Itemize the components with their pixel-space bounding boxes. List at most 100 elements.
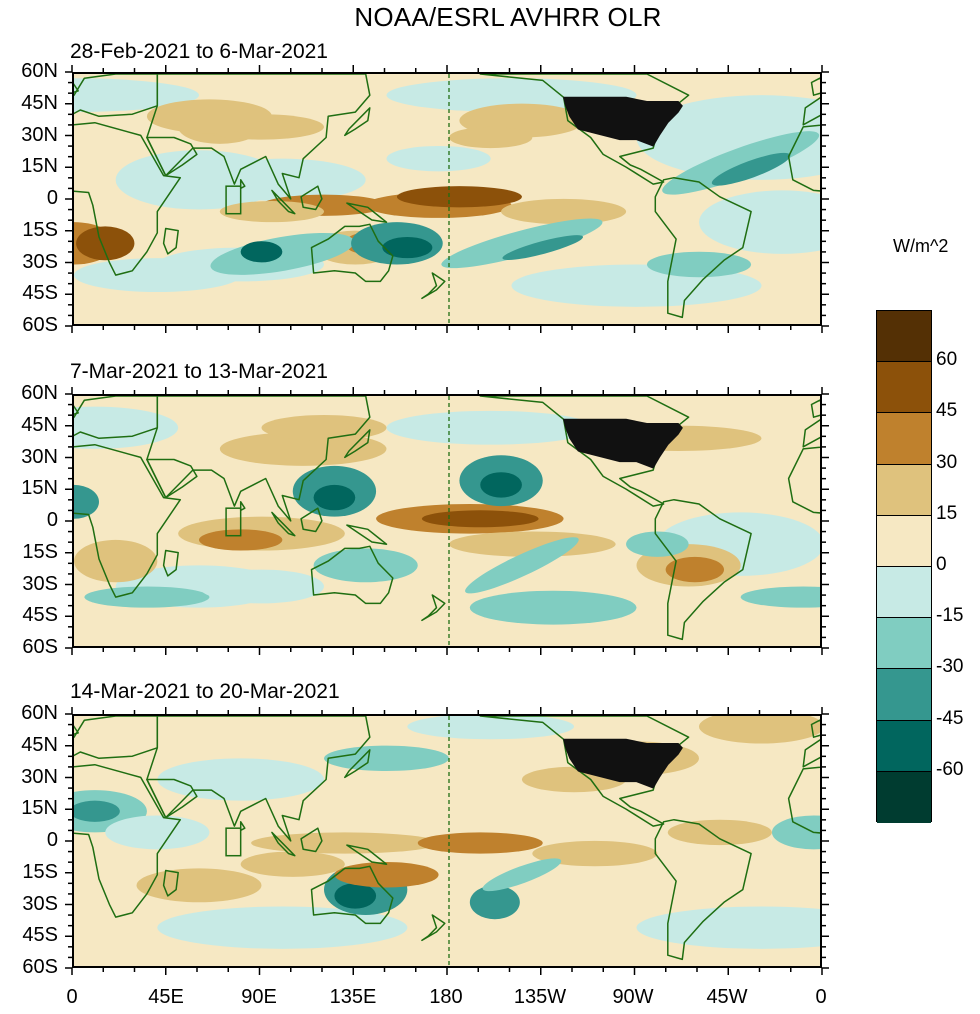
lat-label: 45S xyxy=(22,604,58,627)
coastline-newzealand xyxy=(421,594,446,622)
coastline-newguinea xyxy=(346,202,388,223)
lon-label: 135E xyxy=(329,986,377,1008)
coastline-australia xyxy=(310,865,394,925)
olr-anomaly-region xyxy=(711,152,791,186)
olr-anomaly-region xyxy=(699,190,820,254)
coastline-madagascar xyxy=(162,549,179,577)
legend-tick-label: -15 xyxy=(936,605,964,627)
us-state-boundaries xyxy=(563,96,683,147)
coastline-uk xyxy=(810,399,820,418)
lat-label: 15N xyxy=(21,155,58,178)
olr-anomaly-region xyxy=(626,531,689,557)
lat-label: 45N xyxy=(21,733,58,756)
olr-map-panel-2 xyxy=(72,394,822,648)
lat-label: 30N xyxy=(21,765,58,788)
coastline-europe xyxy=(802,419,820,448)
olr-anomaly-region xyxy=(771,815,820,850)
lat-label: 45S xyxy=(22,924,58,947)
legend-color-cell xyxy=(877,669,931,721)
olr-anomaly-region xyxy=(74,484,99,519)
olr-anomaly-map-2 xyxy=(74,396,820,646)
coastline-arabia xyxy=(146,778,198,819)
coastline-srilanka xyxy=(239,179,246,190)
coastline-asia xyxy=(146,74,371,200)
coastline-japan xyxy=(344,429,371,459)
coastline-sumatra xyxy=(271,511,296,537)
coastline-japan xyxy=(344,749,371,779)
olr-anomaly-region xyxy=(199,158,366,201)
coastline-namerica xyxy=(479,716,690,827)
olr-anomaly-region xyxy=(157,758,324,801)
olr-anomaly-region xyxy=(76,226,135,261)
olr-anomaly-region xyxy=(480,472,522,498)
legend-tick-label: -30 xyxy=(936,656,964,678)
olr-anomaly-region xyxy=(482,858,562,892)
olr-anomaly-region xyxy=(219,201,324,223)
lon-label: 180 xyxy=(429,986,463,1008)
legend-color-cell xyxy=(877,771,931,823)
lat-label: 45N xyxy=(21,413,58,436)
coastline-newguinea xyxy=(346,524,388,545)
coastline-srilanka xyxy=(239,821,246,832)
olr-anomaly-region xyxy=(334,883,377,909)
panel-3-title: 14-Mar-2021 to 20-Mar-2021 xyxy=(70,680,340,703)
lon-label: 135W xyxy=(513,986,567,1008)
olr-anomaly-region xyxy=(636,906,820,949)
olr-anomaly-region xyxy=(501,198,627,225)
color-legend xyxy=(876,310,932,823)
coastline-madagascar xyxy=(162,227,179,255)
legend-tick-label: -45 xyxy=(936,707,964,729)
coastline-australia xyxy=(310,223,394,283)
lat-label: 15N xyxy=(21,797,58,820)
figure-title: NOAA/ESRL AVHRR OLR xyxy=(354,2,662,32)
lon-label: 0 xyxy=(66,986,78,1008)
olr-anomaly-region xyxy=(386,145,491,172)
region-box-marker xyxy=(225,827,242,857)
legend-tick-label: 45 xyxy=(936,400,958,422)
olr-anomaly-region xyxy=(396,186,522,208)
lon-label: 90E xyxy=(241,986,277,1008)
coastline-newzealand xyxy=(421,272,446,300)
lat-label: 45S xyxy=(22,282,58,305)
coastline-europe xyxy=(802,97,820,126)
olr-anomaly-region xyxy=(136,868,262,903)
olr-anomaly-region xyxy=(465,537,579,594)
olr-anomaly-region xyxy=(240,241,283,263)
coastline-borneo xyxy=(300,185,323,211)
coastline-borneo xyxy=(300,827,323,853)
olr-anomaly-region xyxy=(417,832,543,854)
legend-color-cell xyxy=(877,618,931,670)
lon-label: 45W xyxy=(706,986,748,1008)
us-state-boundaries xyxy=(563,418,683,469)
coastline-sumatra xyxy=(271,189,296,215)
coastline-asia xyxy=(146,716,371,842)
olr-anomaly-region xyxy=(74,800,120,822)
lat-label: 60S xyxy=(22,314,58,336)
olr-anomaly-region xyxy=(251,832,439,854)
coastline-europe xyxy=(74,74,159,118)
olr-anomaly-region xyxy=(74,539,158,583)
olr-anomaly-region xyxy=(421,510,539,528)
olr-anomaly-map-3 xyxy=(74,716,820,966)
coastline-samerica xyxy=(654,176,752,319)
olr-anomaly-region xyxy=(199,529,283,551)
olr-anomaly-region xyxy=(646,251,752,278)
coastline-africa xyxy=(74,443,182,598)
olr-anomaly-region xyxy=(74,78,199,113)
lat-label: 15S xyxy=(22,540,58,563)
coastline-namerica xyxy=(479,396,690,507)
coastline-africa xyxy=(74,121,182,276)
legend-color-cell xyxy=(877,566,931,619)
legend-tick-label: 30 xyxy=(936,451,958,473)
olr-anomaly-region xyxy=(240,851,345,877)
olr-anomaly-region xyxy=(449,126,533,149)
legend-color-cell xyxy=(877,413,931,465)
olr-anomaly-region xyxy=(382,236,433,259)
lat-label: 15N xyxy=(21,477,58,500)
olr-anomaly-region xyxy=(502,235,584,260)
lat-label: 0 xyxy=(46,829,58,851)
olr-anomaly-region xyxy=(532,840,658,867)
olr-anomaly-region xyxy=(386,410,595,445)
lat-label: 60S xyxy=(22,956,58,978)
region-box-marker xyxy=(225,507,242,537)
